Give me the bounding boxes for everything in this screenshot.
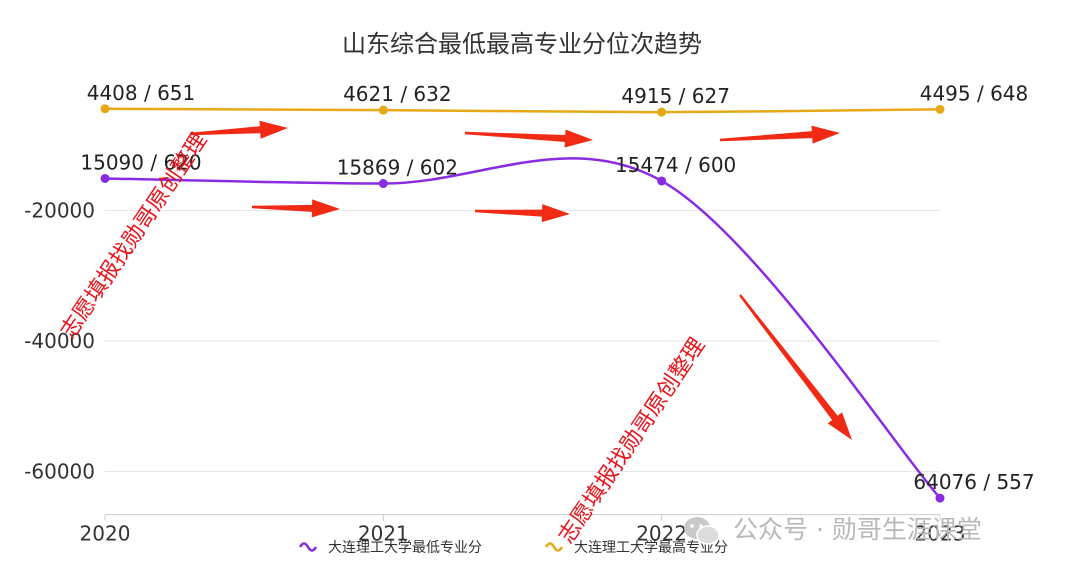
legend-marker [298, 542, 318, 552]
data-label: 4408 / 651 [87, 81, 196, 105]
data-point [657, 176, 667, 186]
data-label: 4495 / 648 [920, 81, 1029, 105]
arrow-shape [719, 125, 840, 144]
wechat-icon [684, 517, 720, 545]
data-point [657, 107, 667, 117]
legend-label: 大连理工大学最低专业分 [328, 540, 482, 556]
chart-title: 山东综合最低最高专业分位次趋势 [342, 30, 702, 58]
arrow-shape [474, 204, 570, 223]
label-layer: 15090 / 620 15869 / 602 15474 / 600 64076 /… [80, 81, 1034, 494]
brand-watermark: 公众号 · 勋哥生涯课堂 [684, 515, 982, 545]
data-point [100, 173, 110, 183]
legend: 大连理工大学最低专业分 大连理工大学最高专业分 [298, 539, 728, 556]
grid-layer: -20000 -40000 -60000 2020 2021 2022 2023 [24, 199, 965, 546]
data-point [378, 179, 388, 189]
y-tick-label: -60000 [24, 460, 95, 484]
watermark-text: 志愿填报找勋哥原创整理 [554, 334, 710, 549]
arrow-shape [251, 199, 340, 218]
data-label: 4621 / 632 [343, 82, 452, 106]
x-tick-label: 2021 [358, 522, 409, 546]
data-label: 15869 / 602 [337, 156, 458, 180]
data-point [935, 493, 945, 503]
arrow-shape [464, 129, 593, 148]
data-point [935, 104, 945, 114]
arrow-layer [189, 120, 852, 440]
data-point [378, 105, 388, 115]
x-tick-label: 2020 [80, 522, 131, 546]
series-line [104, 107, 941, 114]
data-label: 64076 / 557 [913, 470, 1034, 494]
series-line [104, 157, 941, 499]
y-tick-label: -40000 [24, 329, 95, 353]
arrow-shape [739, 294, 852, 440]
series-layer [100, 104, 945, 503]
data-label: 15090 / 620 [80, 150, 201, 174]
watermark-layer: 志愿填报找勋哥原创整理 志愿填报找勋哥原创整理 [56, 129, 710, 549]
y-tick-label: -20000 [24, 199, 95, 223]
brand-text: 公众号 · 勋哥生涯课堂 [733, 515, 982, 544]
x-tick-label: 2023 [915, 522, 966, 546]
data-label: 4915 / 627 [621, 84, 730, 108]
legend-label: 大连理工大学最高专业分 [574, 539, 728, 556]
legend-marker [544, 542, 564, 552]
x-tick-label: 2022 [636, 522, 687, 546]
data-point [100, 104, 110, 114]
data-label: 15474 / 600 [615, 153, 736, 177]
arrow-shape [189, 120, 288, 139]
